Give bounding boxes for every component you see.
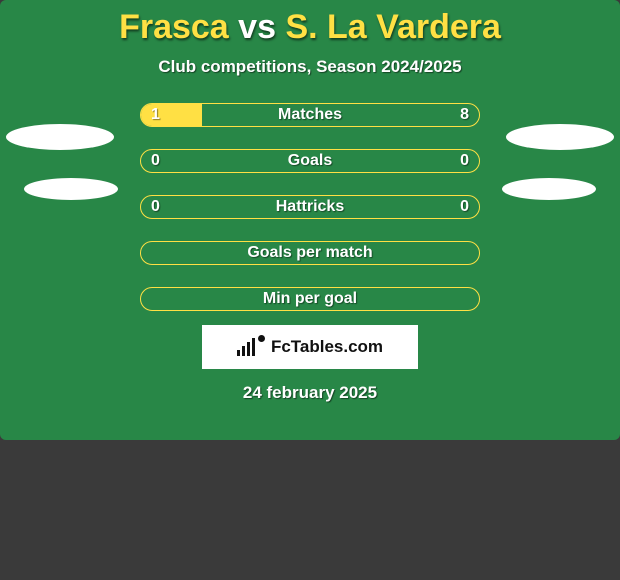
stat-label: Min per goal: [141, 288, 479, 310]
subtitle: Club competitions, Season 2024/2025: [0, 57, 620, 77]
legend-text: FcTables.com: [271, 337, 383, 357]
date-text: 24 february 2025: [0, 383, 620, 403]
stat-label: Goals per match: [141, 242, 479, 264]
stat-row-hattricks: 0 Hattricks 0: [140, 195, 480, 219]
player-right-name: S. La Vardera: [285, 8, 500, 46]
bars-chart-icon: [237, 338, 265, 356]
stat-row-goals-per-match: Goals per match: [140, 241, 480, 265]
title-vs: vs: [238, 8, 276, 46]
avatar-placeholder-left-1: [6, 124, 114, 150]
stat-label: Matches: [141, 104, 479, 126]
comparison-card: Frasca vs S. La Vardera Club competition…: [0, 0, 620, 440]
page-title: Frasca vs S. La Vardera: [0, 8, 620, 47]
stat-label: Hattricks: [141, 196, 479, 218]
stat-right-value: 0: [460, 196, 469, 218]
stat-right-value: 0: [460, 150, 469, 172]
avatar-placeholder-right-2: [502, 178, 596, 200]
legend-badge: FcTables.com: [202, 325, 418, 369]
stat-row-min-per-goal: Min per goal: [140, 287, 480, 311]
player-left-name: Frasca: [119, 8, 229, 46]
stat-row-goals: 0 Goals 0: [140, 149, 480, 173]
stat-row-matches: 1 Matches 8: [140, 103, 480, 127]
avatar-placeholder-left-2: [24, 178, 118, 200]
stat-right-value: 8: [460, 104, 469, 126]
avatar-placeholder-right-1: [506, 124, 614, 150]
stat-label: Goals: [141, 150, 479, 172]
